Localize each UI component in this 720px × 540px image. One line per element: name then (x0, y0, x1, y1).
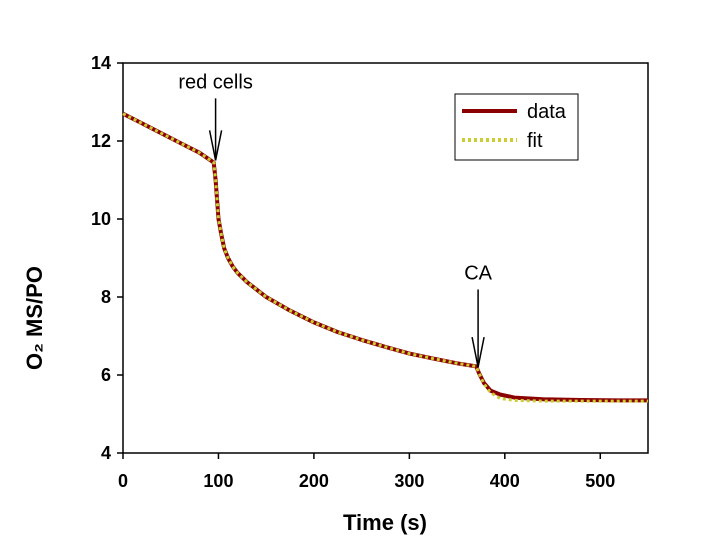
y-tick-label-6: 6 (101, 365, 111, 385)
y-tick-label-12: 12 (91, 131, 111, 151)
annotation-label-0: red cells (178, 71, 252, 93)
y-axis-title: O₂ MS/PO (22, 266, 47, 370)
y-tick-label-4: 4 (101, 443, 111, 463)
plot-area (122, 62, 649, 454)
y-axis: 4 6 8 10 12 14 (91, 53, 123, 463)
annotation-label-1: CA (464, 262, 492, 284)
annotations: red cells CA (178, 71, 493, 368)
series-layer (122, 111, 648, 403)
x-axis: 0 100 200 300 400 500 (118, 453, 615, 491)
series-fit-line (122, 112, 648, 403)
x-tick-label-0: 0 (118, 471, 128, 491)
y-tick-label-14: 14 (91, 53, 111, 73)
legend-label-fit: fit (527, 130, 543, 152)
plot-frame (122, 62, 649, 454)
legend-box (454, 93, 579, 161)
legend-label-data: data (527, 101, 567, 123)
x-tick-label-100: 100 (203, 471, 233, 491)
x-tick-label-200: 200 (299, 471, 329, 491)
x-tick-label-500: 500 (585, 471, 615, 491)
legend: data fit (454, 93, 579, 161)
y-tick-label-8: 8 (101, 287, 111, 307)
x-tick-label-300: 300 (394, 471, 424, 491)
x-tick-label-400: 400 (490, 471, 520, 491)
annotation-arrow-head-1 (471, 336, 485, 368)
y-tick-label-10: 10 (91, 209, 111, 229)
annotation-arrow-head-0 (208, 130, 223, 161)
x-axis-title: Time (s) (343, 510, 427, 535)
